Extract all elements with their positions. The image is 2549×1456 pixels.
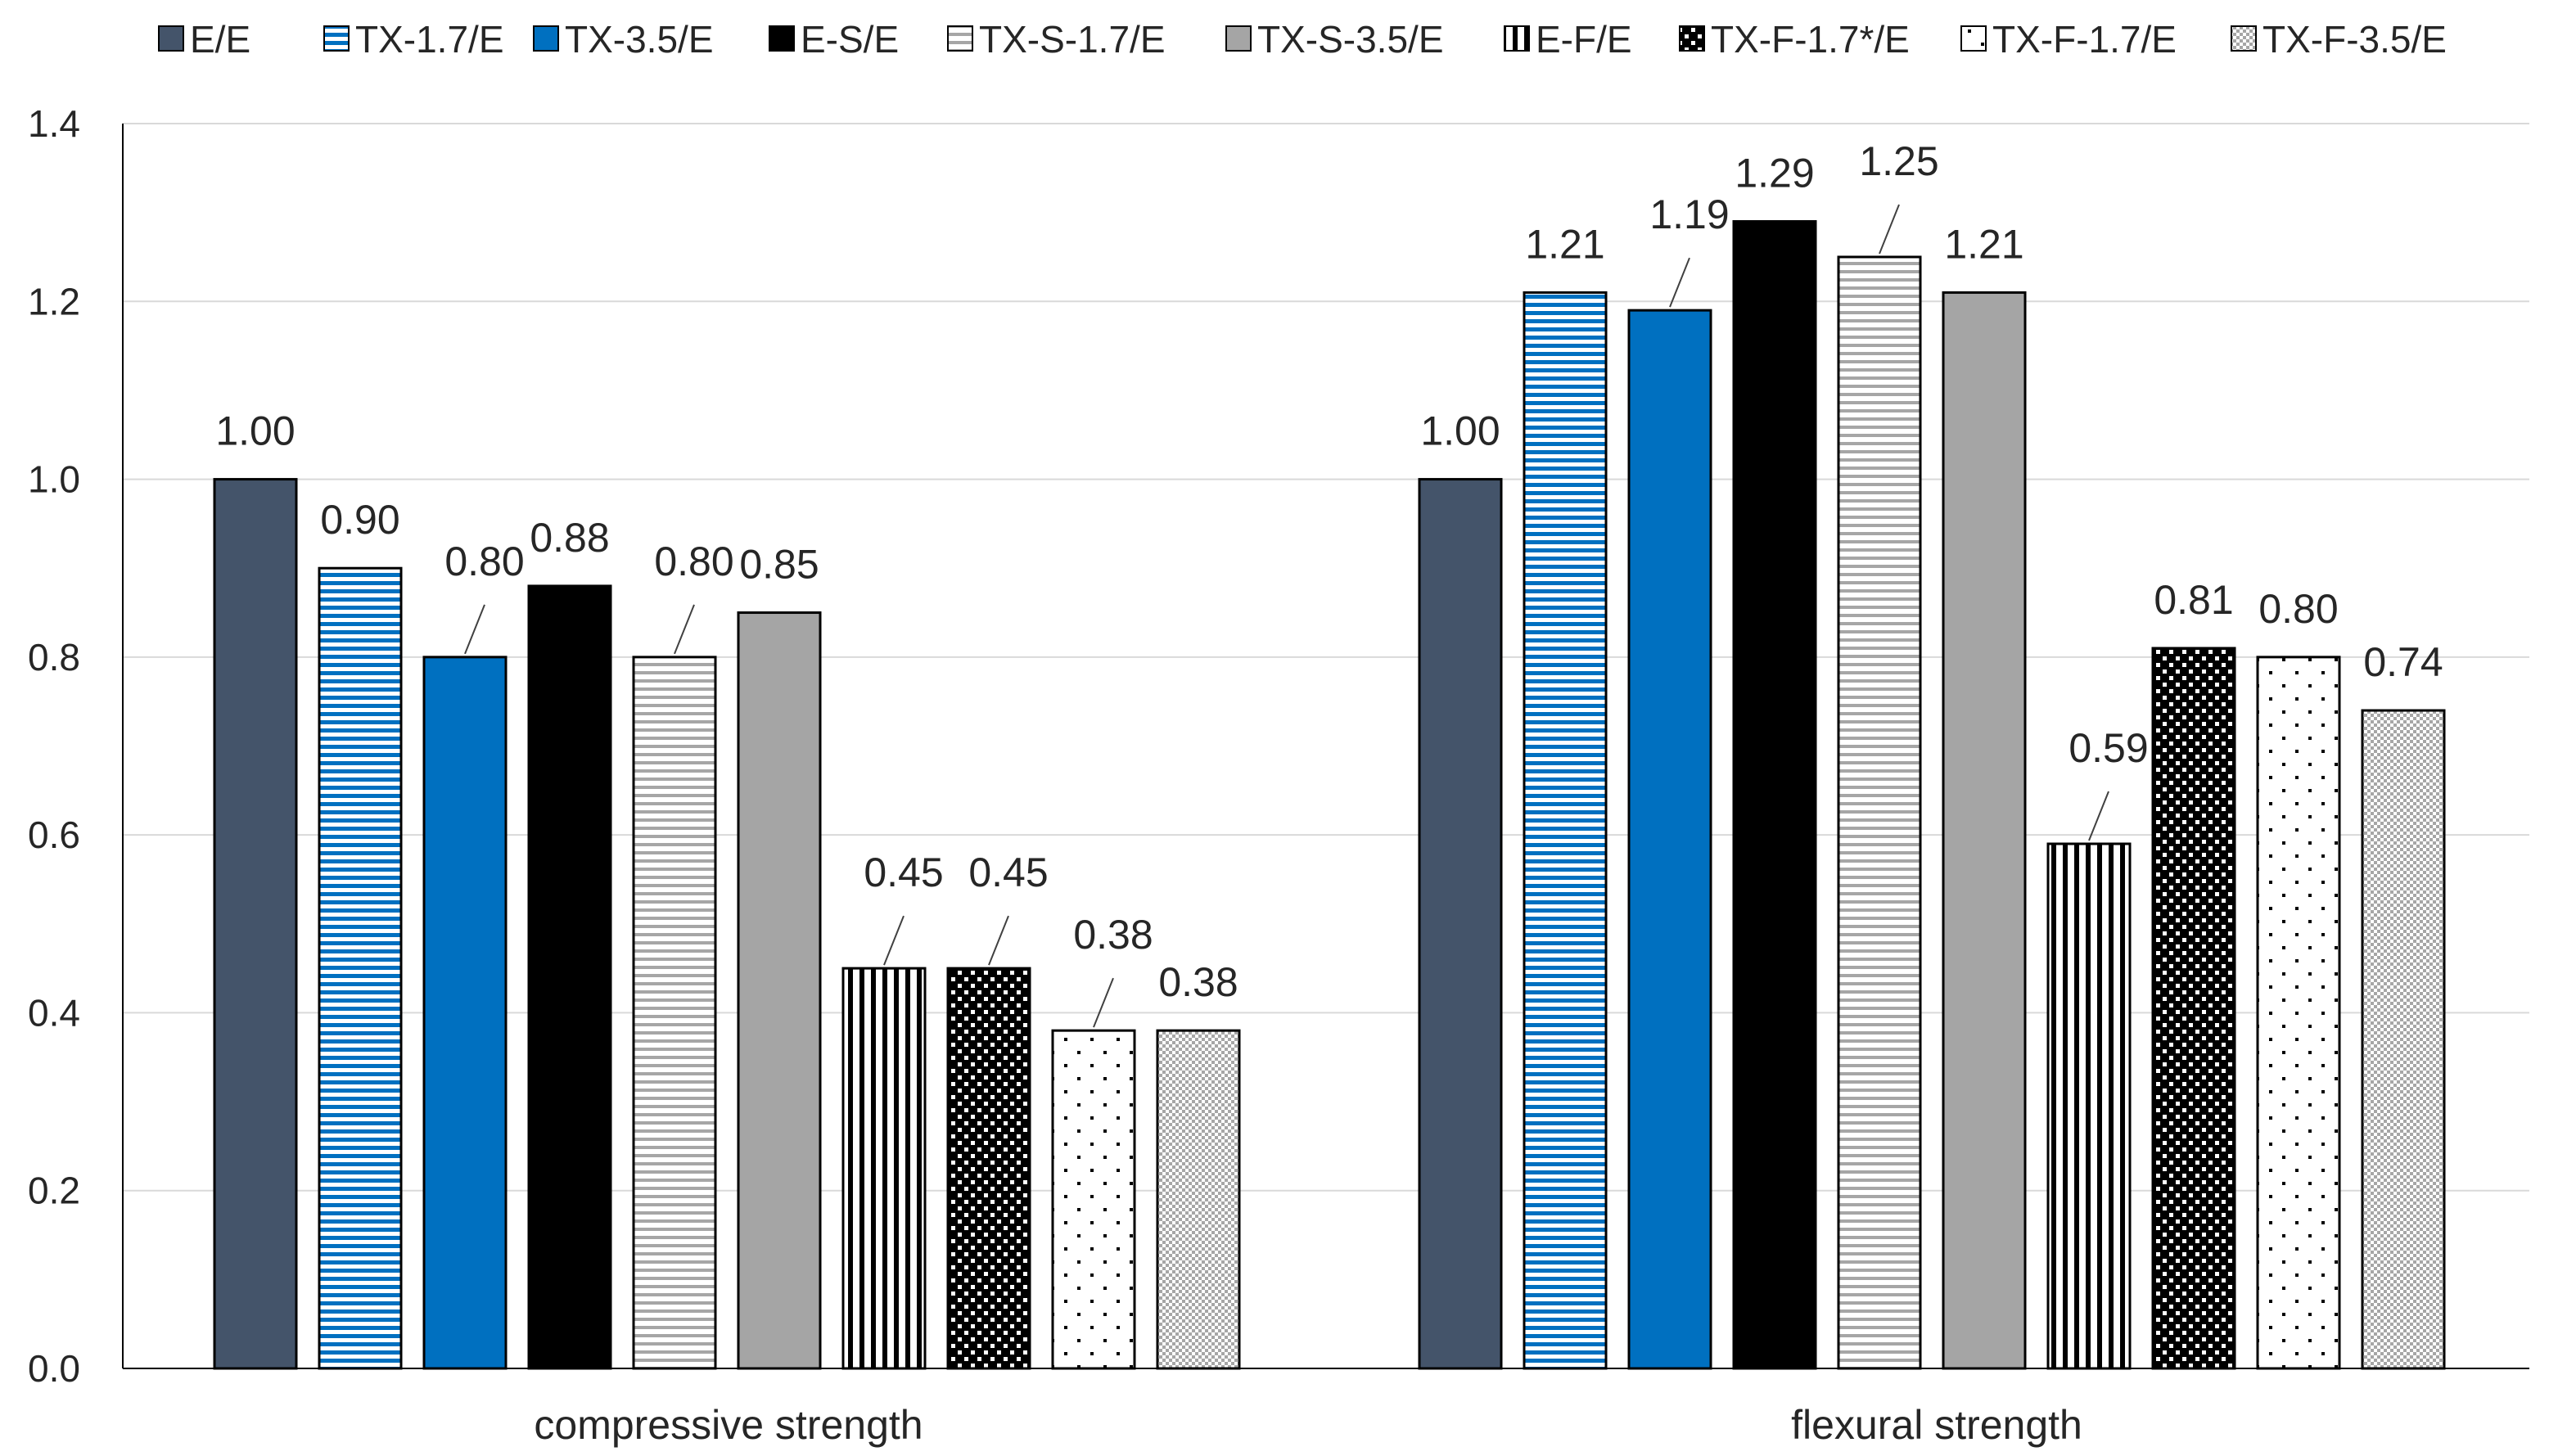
y-tick-label: 0.6 xyxy=(28,814,80,856)
legend-swatch xyxy=(947,25,973,52)
label-leader-line xyxy=(464,604,485,655)
label-leader-line xyxy=(2088,791,2109,841)
bar-tx-f-1-7-e-flexural xyxy=(2151,647,2236,1370)
label-leader-line xyxy=(1879,204,1900,255)
y-tick-label: 0.0 xyxy=(28,1347,80,1390)
legend-swatch xyxy=(1960,25,1987,52)
legend-label: TX-S-3.5/E xyxy=(1257,18,1444,61)
data-labels: 1.00 1.00 0.90 1.21 0.80 1.19 0.88 1.29 0.80 1.25… xyxy=(215,138,2443,1028)
data-label: 0.80 xyxy=(2258,586,2338,632)
data-label: 0.59 xyxy=(2069,725,2148,771)
data-label: 0.38 xyxy=(1158,959,1238,1005)
legend-swatch xyxy=(2231,25,2257,52)
bar-tx-f-1-7-e-flexural xyxy=(2256,656,2341,1370)
data-label: 0.45 xyxy=(864,850,943,895)
legend-swatch xyxy=(769,25,795,52)
legend-item-tx-f-1-7-e[interactable]: TX-F-1.7/E xyxy=(1960,18,2177,61)
label-leader-line xyxy=(988,915,1009,966)
y-tick-label: 0.8 xyxy=(28,636,80,678)
legend-label: TX-3.5/E xyxy=(565,18,714,61)
y-tick-label: 1.2 xyxy=(28,280,80,322)
data-label: 1.29 xyxy=(1735,151,1814,196)
bars xyxy=(213,220,2446,1370)
bar-tx-f-3-5-e-compressive xyxy=(1156,1029,1241,1370)
data-label: 0.88 xyxy=(530,515,609,561)
y-tick-label: 1.0 xyxy=(28,458,80,501)
legend-swatch xyxy=(1679,25,1705,52)
bar-e-e-compressive xyxy=(213,478,298,1370)
bar-tx-3-5-e-compressive xyxy=(422,656,508,1370)
data-label: 1.00 xyxy=(215,408,295,454)
bar-e-e-flexural xyxy=(1418,478,1503,1370)
legend-item-tx-f-1-7-e[interactable]: TX-F-1.7*/E xyxy=(1679,18,1910,61)
bar-tx-f-1-7-e-compressive xyxy=(1051,1029,1136,1370)
data-label: 0.81 xyxy=(2154,577,2233,623)
bar-e-s-e-flexural xyxy=(1732,220,1817,1370)
y-axis: 0.0 0.2 0.4 0.6 0.8 1.0 1.2 1.4 xyxy=(28,102,2529,1390)
gridlines xyxy=(123,123,2529,1192)
legend[interactable]: E/E TX-1.7/E TX-3.5/E E-S/E TX-S-1.7/E TX-S-3… xyxy=(158,18,2447,61)
legend-item-tx-s-1-7-e[interactable]: TX-S-1.7/E xyxy=(947,18,1166,61)
data-label: 0.45 xyxy=(968,850,1048,895)
x-category-label: flexural strength xyxy=(1791,1402,2082,1448)
bar-tx-s-3-5-e-flexural xyxy=(1942,291,2027,1370)
data-label: 1.21 xyxy=(1525,221,1604,267)
x-category-label: compressive strength xyxy=(534,1402,923,1448)
data-label: 0.85 xyxy=(739,542,819,588)
bar-e-f-e-compressive xyxy=(841,967,927,1370)
legend-label: E/E xyxy=(190,18,250,61)
legend-label: TX-F-3.5/E xyxy=(2263,18,2447,61)
data-label: 0.80 xyxy=(444,539,524,584)
label-leader-line xyxy=(1093,977,1114,1028)
data-label: 1.00 xyxy=(1420,408,1500,454)
bar-tx-s-3-5-e-compressive xyxy=(737,611,822,1370)
legend-item-e-f-e[interactable]: E-F/E xyxy=(1504,18,1632,61)
legend-swatch xyxy=(323,25,350,52)
legend-swatch xyxy=(1504,25,1530,52)
bar-tx-3-5-e-flexural xyxy=(1627,309,1712,1370)
data-label: 0.80 xyxy=(654,539,733,584)
legend-label: TX-F-1.7/E xyxy=(1992,18,2177,61)
data-label: 0.90 xyxy=(320,497,399,543)
legend-label: TX-S-1.7/E xyxy=(979,18,1166,61)
legend-swatch xyxy=(533,25,559,52)
legend-label: E-S/E xyxy=(801,18,899,61)
y-tick-label: 0.4 xyxy=(28,991,80,1034)
bar-e-f-e-flexural xyxy=(2046,842,2132,1370)
y-tick-label: 0.2 xyxy=(28,1170,80,1212)
label-leader-line xyxy=(1669,257,1690,308)
bar-tx-s-1-7-e-compressive xyxy=(632,656,717,1370)
bar-e-s-e-compressive xyxy=(527,584,612,1370)
bar-tx-f-3-5-e-flexural xyxy=(2361,709,2446,1370)
legend-item-e-e[interactable]: E/E xyxy=(158,18,250,61)
bar-tx-1-7-e-compressive xyxy=(318,566,403,1370)
legend-item-tx-3-5-e[interactable]: TX-3.5/E xyxy=(533,18,714,61)
data-label: 1.19 xyxy=(1649,192,1729,237)
bar-tx-f-1-7-e-compressive xyxy=(946,967,1031,1370)
legend-label: TX-1.7/E xyxy=(355,18,504,61)
legend-swatch xyxy=(158,25,184,52)
legend-item-e-s-e[interactable]: E-S/E xyxy=(769,18,899,61)
x-axis-categories: compressive strength flexural strength xyxy=(534,1402,2082,1448)
bar-tx-s-1-7-e-flexural xyxy=(1837,255,1922,1370)
data-label: 1.21 xyxy=(1944,221,2023,267)
bar-tx-1-7-e-flexural xyxy=(1523,291,1608,1370)
legend-label: TX-F-1.7*/E xyxy=(1711,18,1910,61)
data-label: 1.25 xyxy=(1859,138,1938,184)
data-label: 0.38 xyxy=(1073,912,1153,958)
legend-label: E-F/E xyxy=(1536,18,1632,61)
data-label: 0.74 xyxy=(2363,639,2443,685)
legend-item-tx-f-3-5-e[interactable]: TX-F-3.5/E xyxy=(2231,18,2447,61)
label-leader-line xyxy=(883,915,905,966)
label-leader-line xyxy=(674,604,695,655)
y-tick-label: 1.4 xyxy=(28,102,80,145)
legend-item-tx-s-3-5-e[interactable]: TX-S-3.5/E xyxy=(1225,18,1444,61)
legend-swatch xyxy=(1225,25,1252,52)
legend-item-tx-1-7-e[interactable]: TX-1.7/E xyxy=(323,18,504,61)
